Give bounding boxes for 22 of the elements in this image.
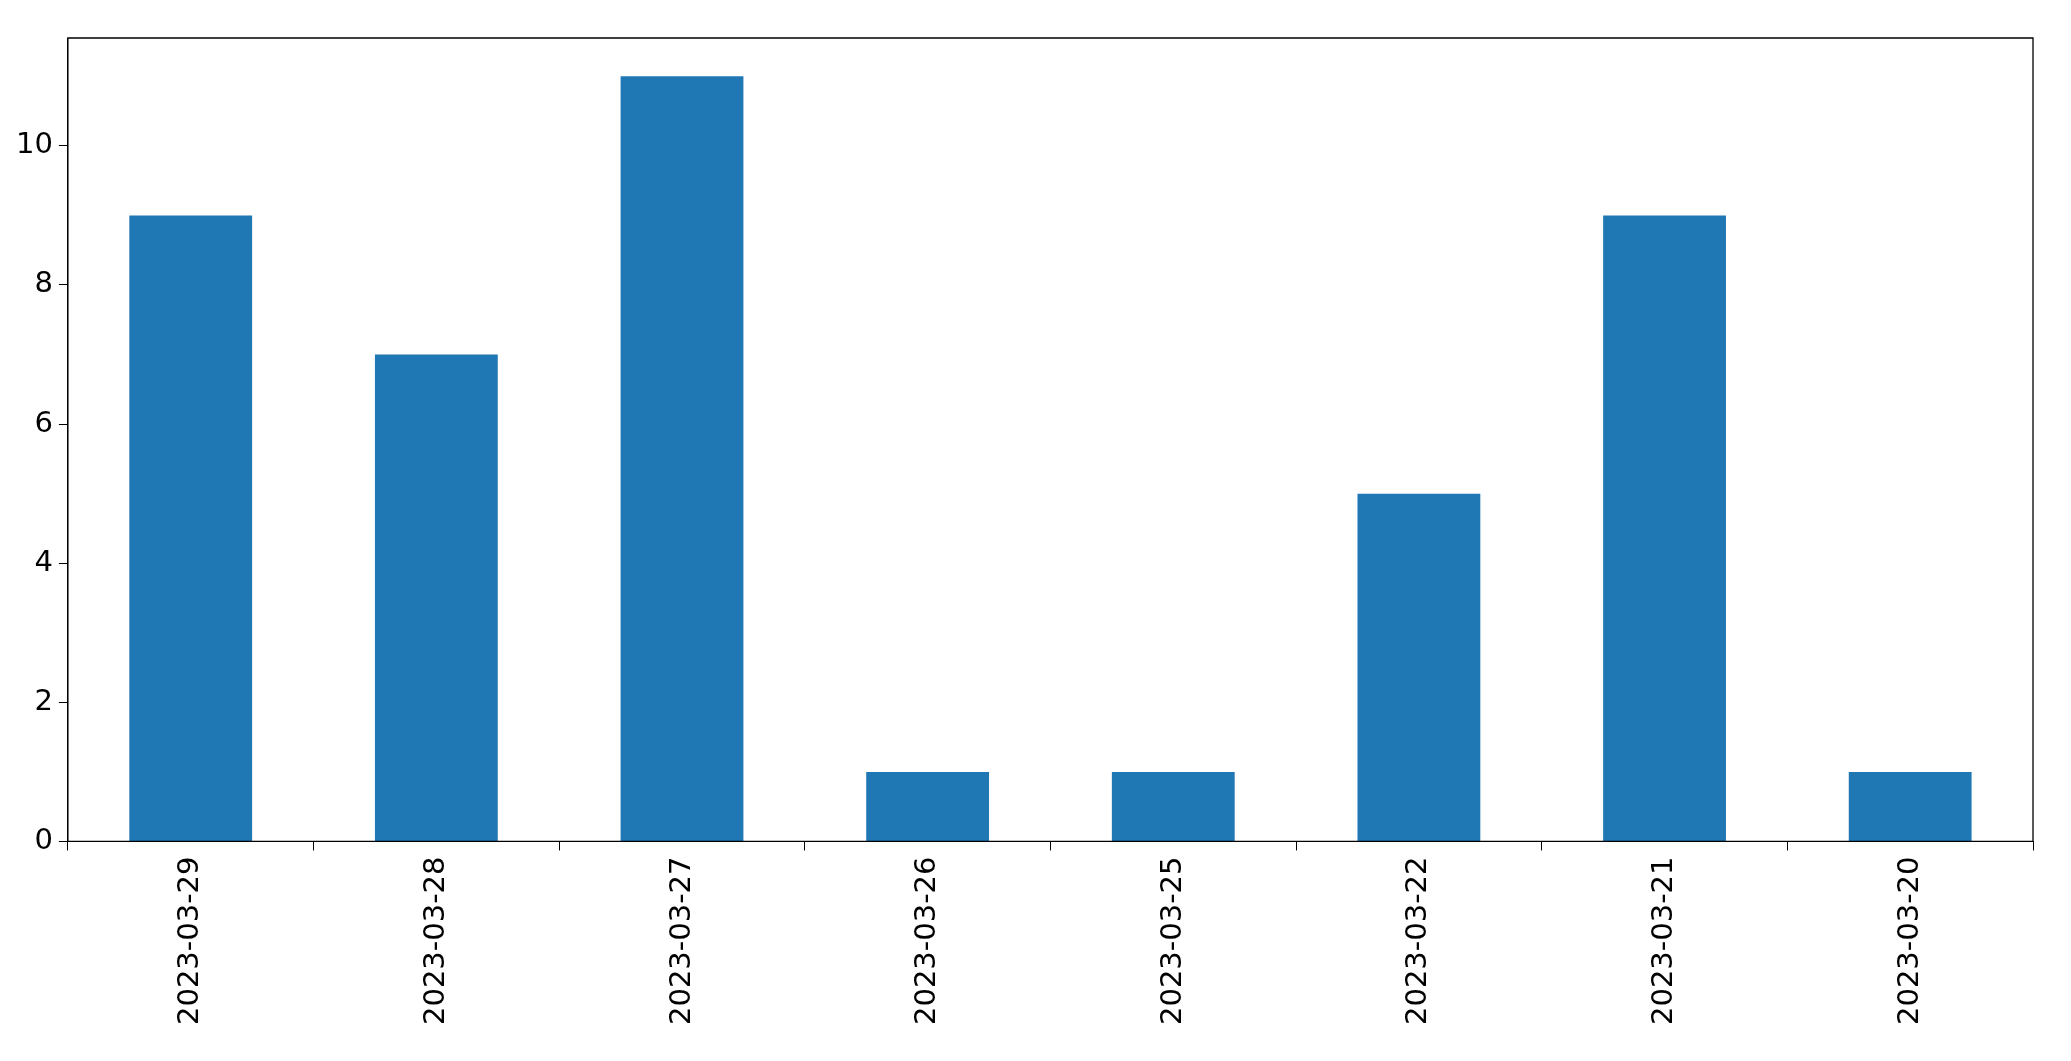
y-tick-label: 0: [34, 822, 53, 856]
x-tick-label: 2023-03-22: [1399, 856, 1434, 1026]
x-tick-label: 2023-03-25: [1153, 856, 1188, 1026]
y-tick-label: 4: [34, 543, 53, 578]
x-tick-label: 2023-03-26: [908, 856, 943, 1026]
x-tick-label: 2023-03-27: [662, 856, 697, 1026]
x-tick-label: 2023-03-28: [416, 856, 451, 1026]
bar: [1848, 771, 1972, 841]
bar: [866, 771, 990, 841]
bar: [1357, 493, 1481, 841]
y-tick-label: 2: [34, 682, 53, 717]
y-tick-label: 10: [16, 126, 53, 161]
bar: [374, 354, 498, 841]
y-tick-label: 6: [34, 404, 53, 439]
bar: [620, 76, 744, 841]
x-tick-label: 2023-03-29: [171, 856, 206, 1026]
bar: [129, 215, 253, 841]
bar: [1603, 215, 1726, 841]
y-tick-label: 8: [34, 265, 53, 300]
x-tick-label: 2023-03-20: [1890, 856, 1925, 1026]
bar: [1111, 771, 1235, 841]
x-tick-label: 2023-03-21: [1645, 856, 1680, 1026]
